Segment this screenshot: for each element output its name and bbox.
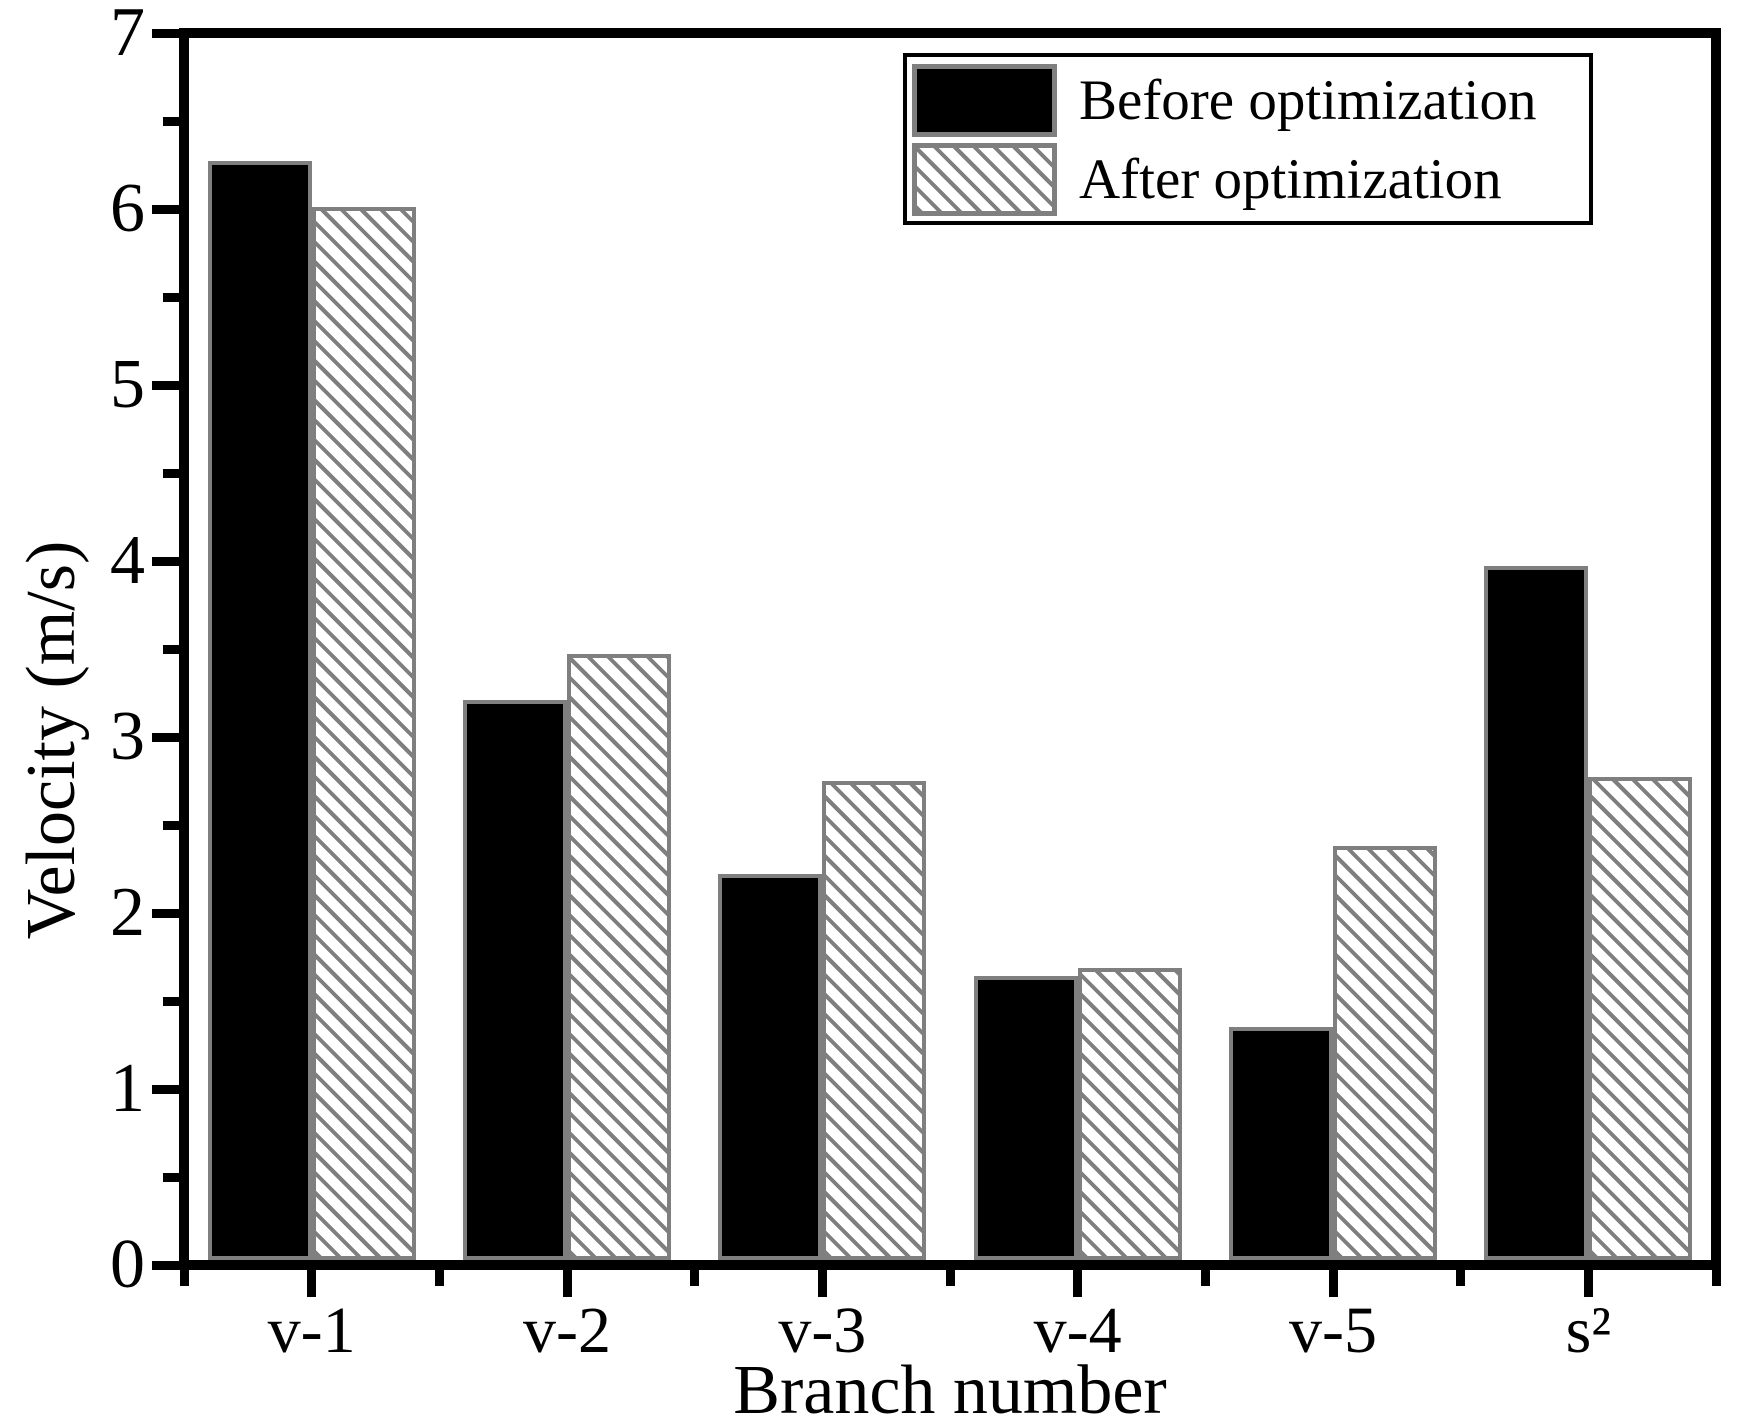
x-tick-label: v-4 [1033,1294,1122,1367]
x-minor-tick [1711,1270,1721,1286]
legend-label-after-optimization: After optimization [1079,147,1502,211]
y-tick-label: 7 [110,0,145,71]
y-tick-label: 6 [110,170,145,247]
y-minor-tick [163,644,184,654]
bar-before-v-3 [718,874,822,1260]
x-minor-tick [179,1270,189,1286]
x-tick-label: s² [1565,1294,1612,1367]
y-major-tick [152,908,184,918]
y-minor-tick [163,468,184,478]
y-major-tick [152,732,184,742]
y-major-tick [152,204,184,214]
bar-before-s² [1484,566,1588,1260]
legend: Before optimization After optimization [903,53,1593,225]
y-minor-tick [163,996,184,1006]
x-tick-label: v-2 [523,1294,611,1367]
legend-swatch-solid-black [912,64,1057,137]
y-major-tick [152,556,184,566]
legend-item-after-optimization: After optimization [912,143,1589,216]
x-tick-label: v-5 [1289,1294,1377,1367]
bar-after-s² [1588,777,1692,1260]
x-axis-title: Branch number [733,1352,1167,1419]
bar-before-v-5 [1229,1027,1333,1260]
y-tick-label: 2 [110,874,145,951]
x-tick-label: v-3 [778,1294,867,1367]
legend-label-before-optimization: Before optimization [1079,68,1537,132]
y-tick-label: 4 [110,522,145,599]
bar-before-v-2 [463,700,567,1260]
bar-after-v-3 [822,781,926,1260]
legend-item-before-optimization: Before optimization [912,64,1589,137]
y-major-tick [152,1260,184,1270]
x-minor-tick [434,1270,444,1286]
y-minor-tick [163,292,184,302]
y-major-tick [152,1084,184,1094]
x-minor-tick [1200,1270,1210,1286]
bar-after-v-2 [567,654,671,1260]
x-major-tick [1073,1270,1083,1297]
x-major-tick [307,1270,317,1297]
bar-after-v-1 [312,207,416,1260]
y-tick-label: 5 [110,346,145,423]
y-minor-tick [163,1172,184,1182]
x-major-tick [1328,1270,1338,1297]
x-major-tick [817,1270,827,1297]
plot-area [179,28,1721,1270]
bar-before-v-4 [974,976,1078,1260]
bar-after-v-5 [1333,846,1437,1260]
bar-before-v-1 [208,161,312,1260]
y-tick-label: 3 [110,698,145,775]
legend-swatch-diagonal-hatch [912,143,1057,216]
x-major-tick [562,1270,572,1297]
x-tick-label: v-1 [267,1294,356,1367]
x-minor-tick [690,1270,700,1286]
y-minor-tick [163,820,184,830]
y-major-tick [152,380,184,390]
y-minor-tick [163,116,184,126]
x-major-tick [1583,1270,1593,1297]
x-minor-tick [1456,1270,1466,1286]
x-minor-tick [945,1270,955,1286]
bar-after-v-4 [1078,968,1182,1260]
y-tick-label: 1 [110,1050,145,1127]
y-tick-label: 0 [110,1226,145,1303]
y-major-tick [152,28,184,38]
